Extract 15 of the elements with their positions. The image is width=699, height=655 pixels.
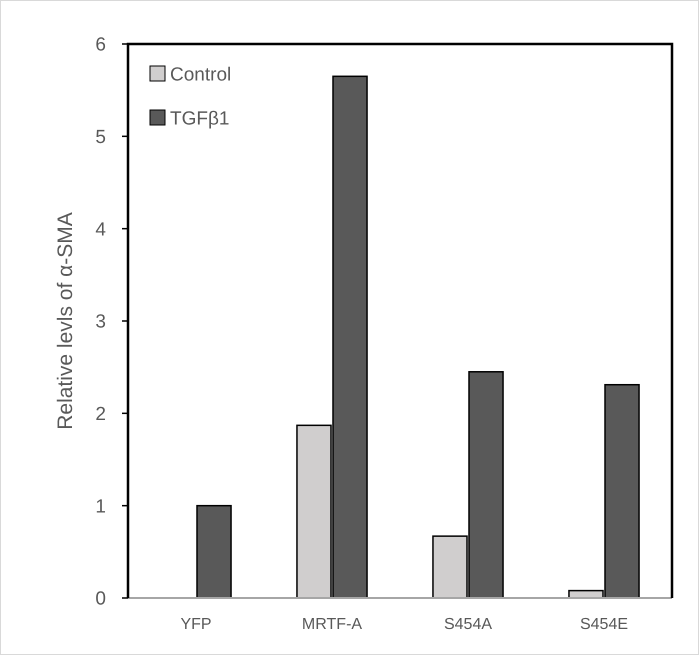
bar — [196, 504, 232, 599]
x-tick-label: MRTF-A — [302, 616, 362, 633]
legend-label: Control — [170, 64, 232, 86]
y-tick-label: 0 — [95, 588, 106, 610]
y-tick-label: 2 — [95, 404, 106, 425]
y-axis-title: Relative levls of α-SMA — [54, 212, 77, 430]
x-tick-label: S454E — [580, 616, 628, 633]
y-tick-label: 5 — [95, 126, 106, 148]
y-tick-label: 4 — [95, 219, 106, 240]
y-tick-label: 1 — [95, 496, 106, 518]
y-tick-label: 6 — [95, 34, 106, 56]
legend-label: TGFβ1 — [170, 108, 230, 130]
x-tick-label: S454A — [444, 616, 492, 633]
x-tick-label: YFP — [180, 616, 212, 633]
y-tick-label: 3 — [95, 312, 106, 333]
